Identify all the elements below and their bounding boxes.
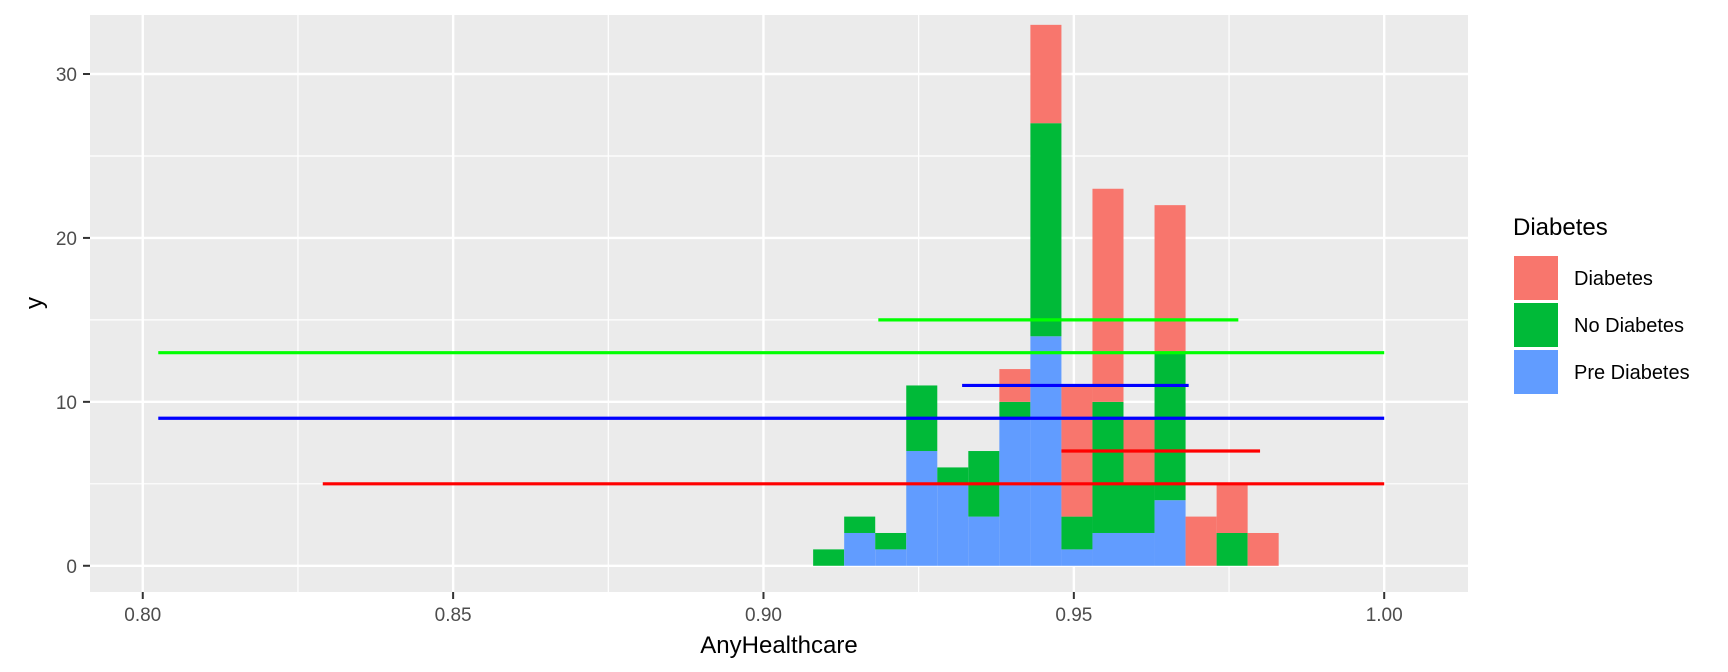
bar-no-diabetes — [1061, 516, 1093, 550]
legend-label-no-diabetes: No Diabetes — [1574, 315, 1684, 337]
bar-pre-diabetes — [999, 418, 1031, 566]
bar-diabetes — [1030, 24, 1062, 124]
bar-no-diabetes — [1123, 483, 1155, 533]
x-tick-label: 0.85 — [435, 605, 472, 626]
legend-key-pre-diabetes — [1514, 350, 1558, 394]
horizontal-segments — [158, 318, 1385, 486]
bar-no-diabetes — [1154, 352, 1186, 501]
bar-no-diabetes — [1092, 401, 1124, 533]
y-axis-title: y — [21, 297, 48, 309]
bar-diabetes — [1247, 532, 1279, 566]
bar-pre-diabetes — [1123, 532, 1155, 566]
legend-key-diabetes — [1514, 256, 1558, 300]
bar-diabetes — [1154, 205, 1186, 353]
axis-ticks — [83, 73, 1386, 599]
bar-no-diabetes — [1216, 532, 1248, 566]
bar-no-diabetes — [875, 532, 907, 550]
x-tick-label: 0.80 — [124, 605, 161, 626]
bar-pre-diabetes — [1061, 549, 1093, 566]
panel-background — [90, 15, 1468, 592]
legend-label-pre-diabetes: Pre Diabetes — [1574, 362, 1690, 384]
x-axis-title: AnyHealthcare — [700, 632, 857, 659]
x-tick-label: 1.00 — [1366, 605, 1403, 626]
y-tick-label: 20 — [56, 229, 77, 250]
bar-no-diabetes — [1030, 123, 1062, 337]
bar-pre-diabetes — [844, 532, 876, 566]
bar-no-diabetes — [937, 467, 969, 484]
axis-tick-labels: 0.80 0.85 0.90 0.95 1.00 0 10 20 30 — [56, 65, 1403, 626]
bar-diabetes — [1092, 188, 1124, 402]
bar-diabetes — [1216, 483, 1248, 533]
bar-diabetes — [1185, 516, 1217, 566]
bar-pre-diabetes — [968, 516, 1000, 566]
bar-pre-diabetes — [937, 483, 969, 566]
legend: Diabetes Diabetes No Diabetes Pre Diabet… — [1513, 214, 1690, 394]
x-tick-label: 0.95 — [1055, 605, 1092, 626]
histogram-bars — [813, 24, 1279, 566]
x-tick-label: 0.90 — [745, 605, 782, 626]
bar-no-diabetes — [844, 516, 876, 533]
bar-no-diabetes — [999, 401, 1031, 419]
y-tick-label: 30 — [56, 65, 77, 86]
bar-pre-diabetes — [875, 549, 907, 566]
bar-pre-diabetes — [1030, 336, 1062, 566]
bar-no-diabetes — [813, 549, 845, 566]
bar-pre-diabetes — [1154, 500, 1186, 566]
legend-title: Diabetes — [1513, 214, 1608, 241]
y-tick-label: 10 — [56, 393, 77, 414]
bar-pre-diabetes — [1092, 532, 1124, 566]
legend-label-diabetes: Diabetes — [1574, 268, 1653, 290]
y-tick-label: 0 — [66, 557, 77, 578]
legend-key-no-diabetes — [1514, 303, 1558, 347]
bar-pre-diabetes — [906, 451, 938, 566]
